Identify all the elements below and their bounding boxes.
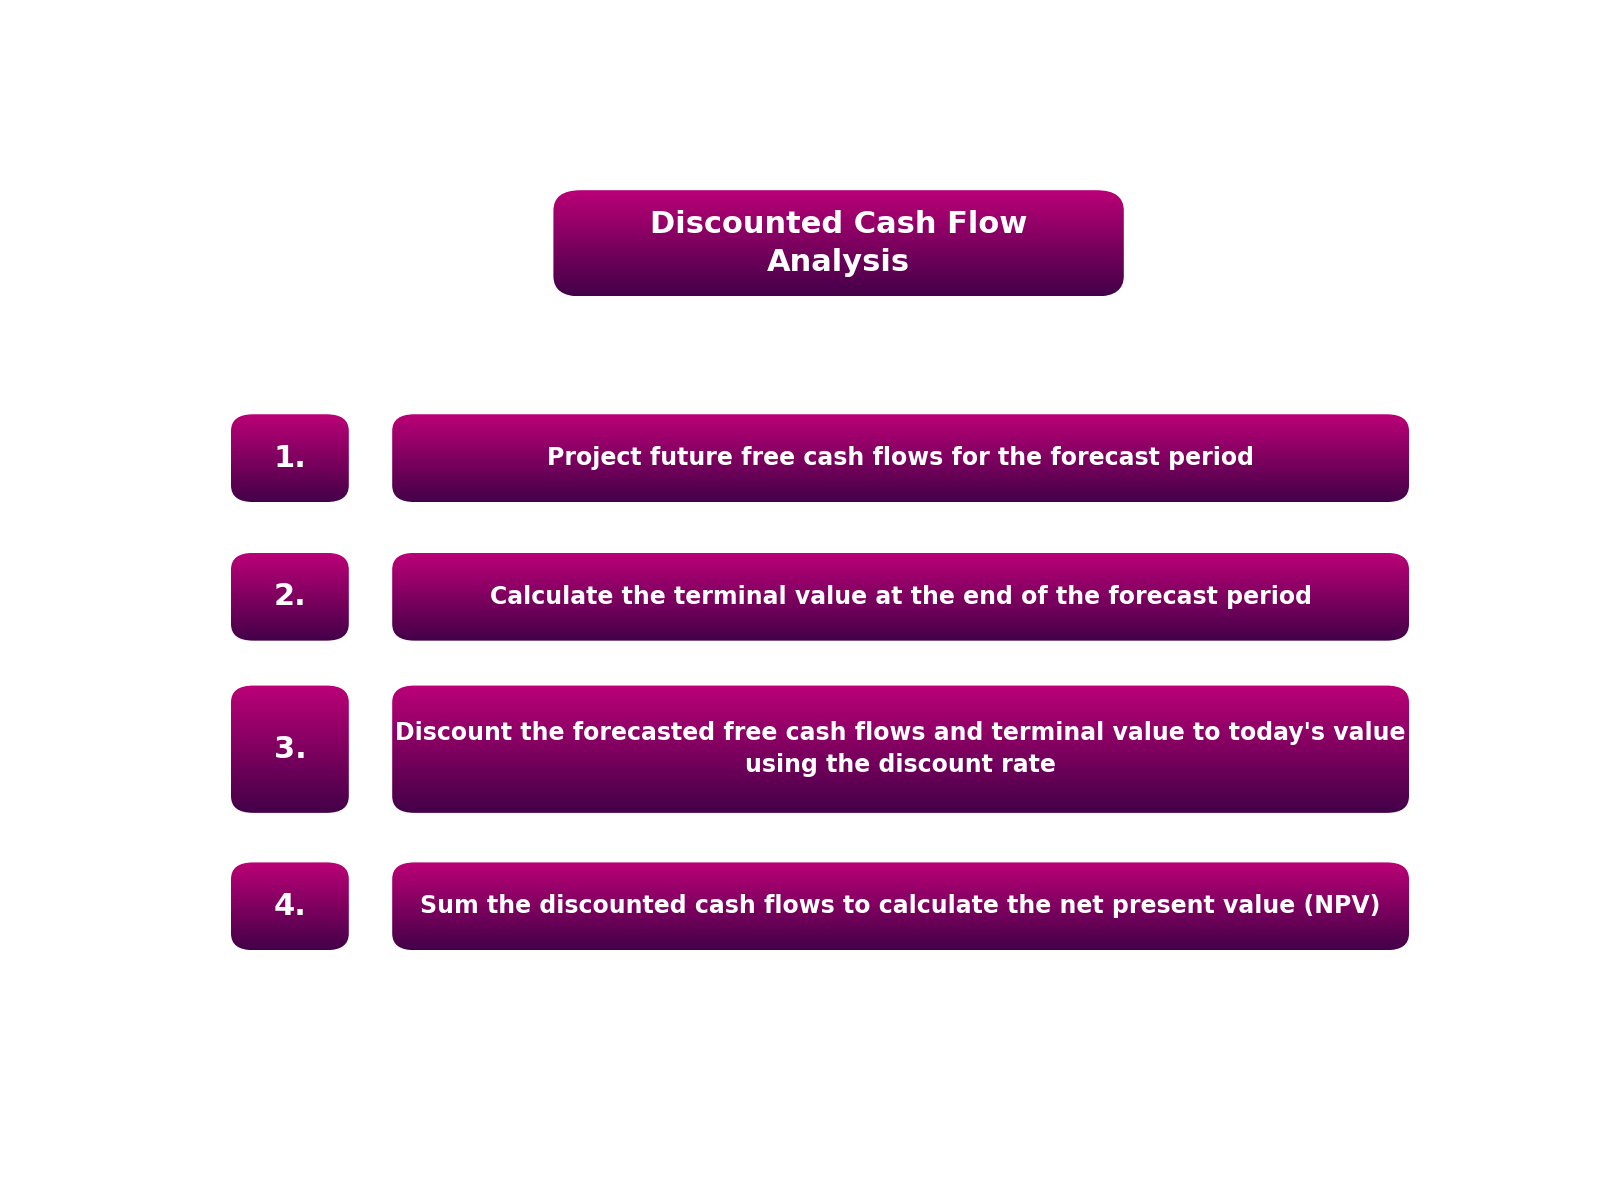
Text: 1.: 1. [274, 444, 306, 473]
Text: Calculate the terminal value at the end of the forecast period: Calculate the terminal value at the end … [490, 584, 1312, 608]
Text: 4.: 4. [274, 892, 306, 920]
Text: Discounted Cash Flow
Analysis: Discounted Cash Flow Analysis [650, 210, 1027, 277]
Text: Project future free cash flows for the forecast period: Project future free cash flows for the f… [547, 446, 1254, 470]
Text: Discount the forecasted free cash flows and terminal value to today's value
usin: Discount the forecasted free cash flows … [395, 721, 1406, 778]
Text: 3.: 3. [274, 734, 306, 763]
Text: Sum the discounted cash flows to calculate the net present value (NPV): Sum the discounted cash flows to calcula… [421, 894, 1381, 918]
Text: 2.: 2. [274, 582, 306, 611]
